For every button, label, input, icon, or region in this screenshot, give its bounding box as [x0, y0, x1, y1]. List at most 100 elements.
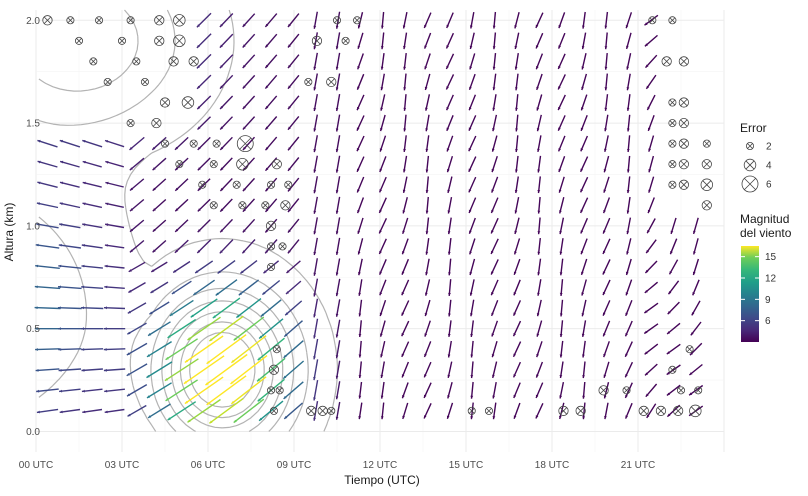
- wind-vector: [603, 361, 610, 379]
- wind-vector: [286, 260, 301, 274]
- wind-vector: [206, 334, 247, 365]
- wind-vector: [313, 359, 319, 381]
- wind-vector: [264, 116, 278, 131]
- y-tick-label: 1.0: [26, 221, 40, 232]
- wind-vector: [425, 155, 430, 173]
- wind-vector: [36, 223, 59, 229]
- error-marker: [668, 119, 677, 128]
- wind-vector: [233, 316, 265, 341]
- error-marker: [655, 405, 667, 416]
- error-legend-keys: 2 4 6: [741, 141, 772, 193]
- wind-vector: [536, 73, 543, 91]
- wind-vector: [446, 12, 454, 29]
- wind-vector: [313, 298, 319, 318]
- wind-vector: [692, 217, 699, 235]
- wind-vector: [644, 343, 659, 355]
- error-legend-key: [746, 141, 755, 150]
- wind-vector: [423, 403, 432, 419]
- wind-vector: [35, 243, 60, 249]
- wind-vector: [358, 361, 362, 379]
- wind-vector: [403, 155, 408, 173]
- error-marker: [304, 77, 313, 86]
- error-marker: [353, 16, 362, 25]
- wind-vector: [490, 217, 499, 234]
- wind-vector: [147, 321, 171, 337]
- y-tick-label: 0.5: [26, 324, 40, 335]
- wind-vector: [335, 114, 341, 132]
- wind-vector: [335, 299, 341, 317]
- wind-vector: [626, 53, 632, 70]
- wind-vector: [447, 320, 452, 337]
- wind-vector: [669, 238, 678, 255]
- error-marker: [159, 97, 171, 108]
- wind-vector: [174, 219, 189, 233]
- wind-vector: [448, 279, 452, 296]
- wind-vector: [379, 156, 387, 173]
- wind-vector: [492, 94, 497, 111]
- wind-vector: [335, 32, 341, 50]
- wind-vector: [313, 93, 318, 112]
- wind-vector: [358, 340, 362, 358]
- wind-vector: [313, 114, 318, 132]
- wind-vector: [242, 13, 256, 28]
- error-marker: [278, 242, 287, 251]
- wind-vector: [313, 237, 318, 256]
- error-marker: [160, 139, 169, 148]
- wind-vector: [287, 115, 300, 131]
- wind-vector: [602, 238, 611, 255]
- wind-vector: [582, 11, 586, 29]
- wind-vector: [287, 239, 300, 254]
- wind-vector: [59, 139, 81, 148]
- wind-vector: [559, 217, 565, 235]
- wind-vector: [425, 217, 430, 235]
- error-marker: [175, 160, 184, 169]
- wind-vector: [58, 264, 82, 269]
- wind-vector: [402, 197, 408, 214]
- wind-vector: [356, 73, 365, 90]
- wind-vector: [536, 320, 543, 337]
- wind-vector: [208, 315, 244, 342]
- wind-vector: [559, 258, 564, 276]
- wind-vector: [378, 197, 387, 214]
- wind-vector: [604, 402, 609, 420]
- wind-vector: [402, 176, 408, 194]
- wind-vector: [515, 73, 519, 91]
- error-legend-label: 6: [766, 180, 772, 191]
- wind-vector: [197, 198, 211, 212]
- wind-vector: [492, 381, 497, 399]
- wind-vector: [380, 402, 385, 420]
- wind-vector: [358, 279, 363, 296]
- wind-vector: [335, 11, 341, 29]
- wind-vector: [196, 95, 212, 110]
- wind-vector: [581, 279, 587, 296]
- error-marker: [598, 385, 609, 396]
- error-marker: [558, 405, 569, 416]
- error-marker: [168, 56, 179, 67]
- wind-vector: [58, 327, 82, 330]
- wind-vector: [626, 155, 631, 173]
- wind-vector: [581, 299, 587, 317]
- wind-vector: [644, 34, 658, 47]
- wind-vector: [313, 338, 319, 360]
- wind-vector: [152, 198, 167, 212]
- error-marker: [678, 159, 689, 170]
- wind-vector: [152, 219, 167, 233]
- wind-vector: [149, 301, 170, 315]
- wind-vector: [151, 136, 167, 151]
- wind-vector: [81, 285, 104, 289]
- wind-vector: [624, 361, 634, 378]
- wind-vector: [491, 135, 498, 152]
- error-marker: [140, 77, 149, 86]
- wind-vector: [403, 114, 407, 132]
- wind-vector: [603, 155, 610, 173]
- wind-vector: [357, 53, 364, 70]
- wind-vector: [445, 53, 455, 70]
- y-tick-label: 2.0: [26, 16, 40, 27]
- wind-vector: [557, 74, 566, 90]
- wind-vector: [82, 202, 103, 209]
- wind-vector: [287, 177, 300, 192]
- error-legend-label: 4: [766, 161, 772, 172]
- error-marker: [238, 201, 247, 210]
- wind-vector: [264, 13, 278, 28]
- wind-vector: [242, 177, 256, 192]
